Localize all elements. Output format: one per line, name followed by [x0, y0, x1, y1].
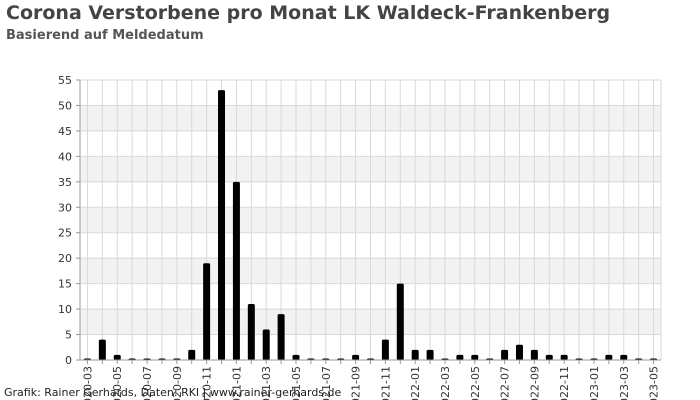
chart-title: Corona Verstorbene pro Monat LK Waldeck-… — [6, 2, 611, 24]
bar — [352, 354, 360, 360]
bar — [456, 354, 464, 360]
credit-text: Grafik: Rainer Gerhards, Daten: RKI | ww… — [4, 386, 342, 399]
bar — [605, 354, 613, 360]
bar — [620, 354, 628, 360]
x-tick-label: 2022-01 — [409, 366, 422, 400]
bar — [203, 263, 211, 360]
bar — [560, 354, 568, 360]
x-tick-label: 2022-09 — [528, 366, 541, 400]
bar — [515, 344, 523, 360]
y-tick-label: 10 — [58, 303, 72, 316]
x-tick-label: 2022-11 — [558, 366, 571, 400]
y-axis-ticks: 0 5 10 15 20 25 30 35 40 45 50 55 — [58, 74, 80, 367]
y-tick-label: 40 — [58, 150, 72, 163]
bar — [501, 349, 509, 360]
bar-series — [83, 90, 658, 360]
y-tick-label: 15 — [58, 278, 72, 291]
bar — [188, 349, 196, 360]
bar — [218, 90, 226, 360]
x-tick-label: 2023-03 — [618, 366, 631, 400]
x-tick-label: 2021-11 — [379, 366, 392, 400]
y-tick-label: 55 — [58, 74, 72, 87]
x-tick-label: 2021-05 — [290, 366, 303, 400]
horizontal-gridlines — [80, 79, 661, 361]
y-tick-label: 25 — [58, 227, 72, 240]
bar — [396, 283, 404, 360]
x-tick-label: 2020-05 — [111, 366, 124, 400]
y-tick-label: 35 — [58, 176, 72, 189]
bar — [426, 349, 434, 360]
bar — [232, 181, 240, 360]
y-tick-label: 20 — [58, 252, 72, 265]
bar — [530, 349, 538, 360]
y-tick-label: 50 — [58, 99, 72, 112]
y-tick-label: 5 — [65, 329, 72, 342]
x-tick-label: 2021-09 — [350, 366, 363, 400]
bar — [411, 349, 419, 360]
x-tick-label: 2022-05 — [469, 366, 482, 400]
x-axis-ticks: 2020-03 2020-05 2020-07 2020-09 2020-11 2021-… — [81, 360, 661, 400]
x-tick-label: 2022-07 — [499, 366, 512, 400]
x-tick-label: 2020-09 — [171, 366, 184, 400]
bar — [292, 354, 300, 360]
chart-subtitle: Basierend auf Meldedatum — [6, 28, 204, 43]
bar — [262, 329, 270, 360]
x-tick-label: 2020-11 — [201, 366, 214, 400]
bar — [471, 354, 479, 360]
x-tick-label: 2021-01 — [230, 366, 243, 400]
x-tick-label: 2021-07 — [320, 366, 333, 400]
x-tick-label: 2023-01 — [588, 366, 601, 400]
x-tick-label: 2020-07 — [141, 366, 154, 400]
bar — [113, 354, 121, 360]
x-tick-label: 2021-03 — [260, 366, 273, 400]
bar — [545, 354, 553, 360]
x-tick-label: 2020-03 — [81, 366, 94, 400]
y-tick-label: 30 — [58, 201, 72, 214]
bar — [247, 304, 255, 360]
y-tick-label: 0 — [65, 354, 72, 367]
bar — [277, 314, 285, 360]
y-tick-label: 45 — [58, 125, 72, 138]
bar — [381, 339, 389, 360]
x-tick-label: 2022-03 — [439, 366, 452, 400]
bar — [98, 339, 106, 360]
x-tick-label: 2023-05 — [648, 366, 661, 400]
